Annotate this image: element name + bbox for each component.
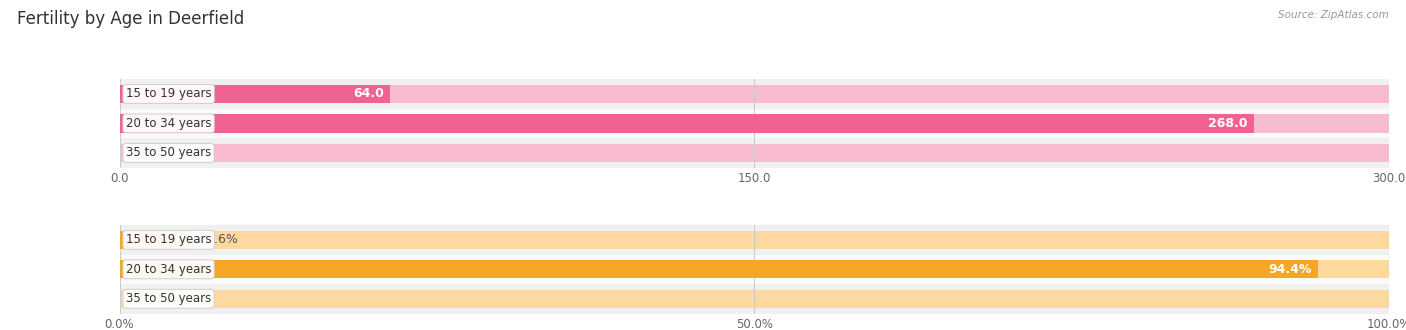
Bar — [120, 85, 1389, 103]
Text: 268.0: 268.0 — [1208, 117, 1247, 130]
Bar — [120, 144, 1389, 162]
Text: Source: ZipAtlas.com: Source: ZipAtlas.com — [1278, 10, 1389, 20]
Text: 20 to 34 years: 20 to 34 years — [127, 117, 211, 130]
Bar — [120, 260, 1317, 279]
Bar — [120, 79, 1389, 109]
Text: 94.4%: 94.4% — [1268, 263, 1312, 276]
Text: Fertility by Age in Deerfield: Fertility by Age in Deerfield — [17, 10, 245, 28]
Bar — [120, 109, 1389, 138]
Bar — [120, 290, 1389, 308]
Bar — [120, 260, 1389, 279]
Text: 20 to 34 years: 20 to 34 years — [127, 263, 211, 276]
Bar — [120, 114, 1389, 133]
Bar — [120, 231, 191, 249]
Bar — [120, 114, 1254, 133]
Bar — [120, 225, 1389, 254]
Bar — [120, 284, 1389, 314]
Bar — [120, 254, 1389, 284]
Text: 35 to 50 years: 35 to 50 years — [127, 147, 211, 159]
Bar — [120, 138, 1389, 168]
Bar — [120, 231, 1389, 249]
Text: 64.0: 64.0 — [353, 87, 384, 100]
Text: 35 to 50 years: 35 to 50 years — [127, 292, 211, 305]
Text: 15 to 19 years: 15 to 19 years — [127, 87, 211, 100]
Text: 15 to 19 years: 15 to 19 years — [127, 233, 211, 246]
Bar — [120, 85, 391, 103]
Text: 5.6%: 5.6% — [205, 233, 238, 246]
Text: 0.0%: 0.0% — [135, 292, 167, 305]
Text: 0.0: 0.0 — [135, 147, 155, 159]
